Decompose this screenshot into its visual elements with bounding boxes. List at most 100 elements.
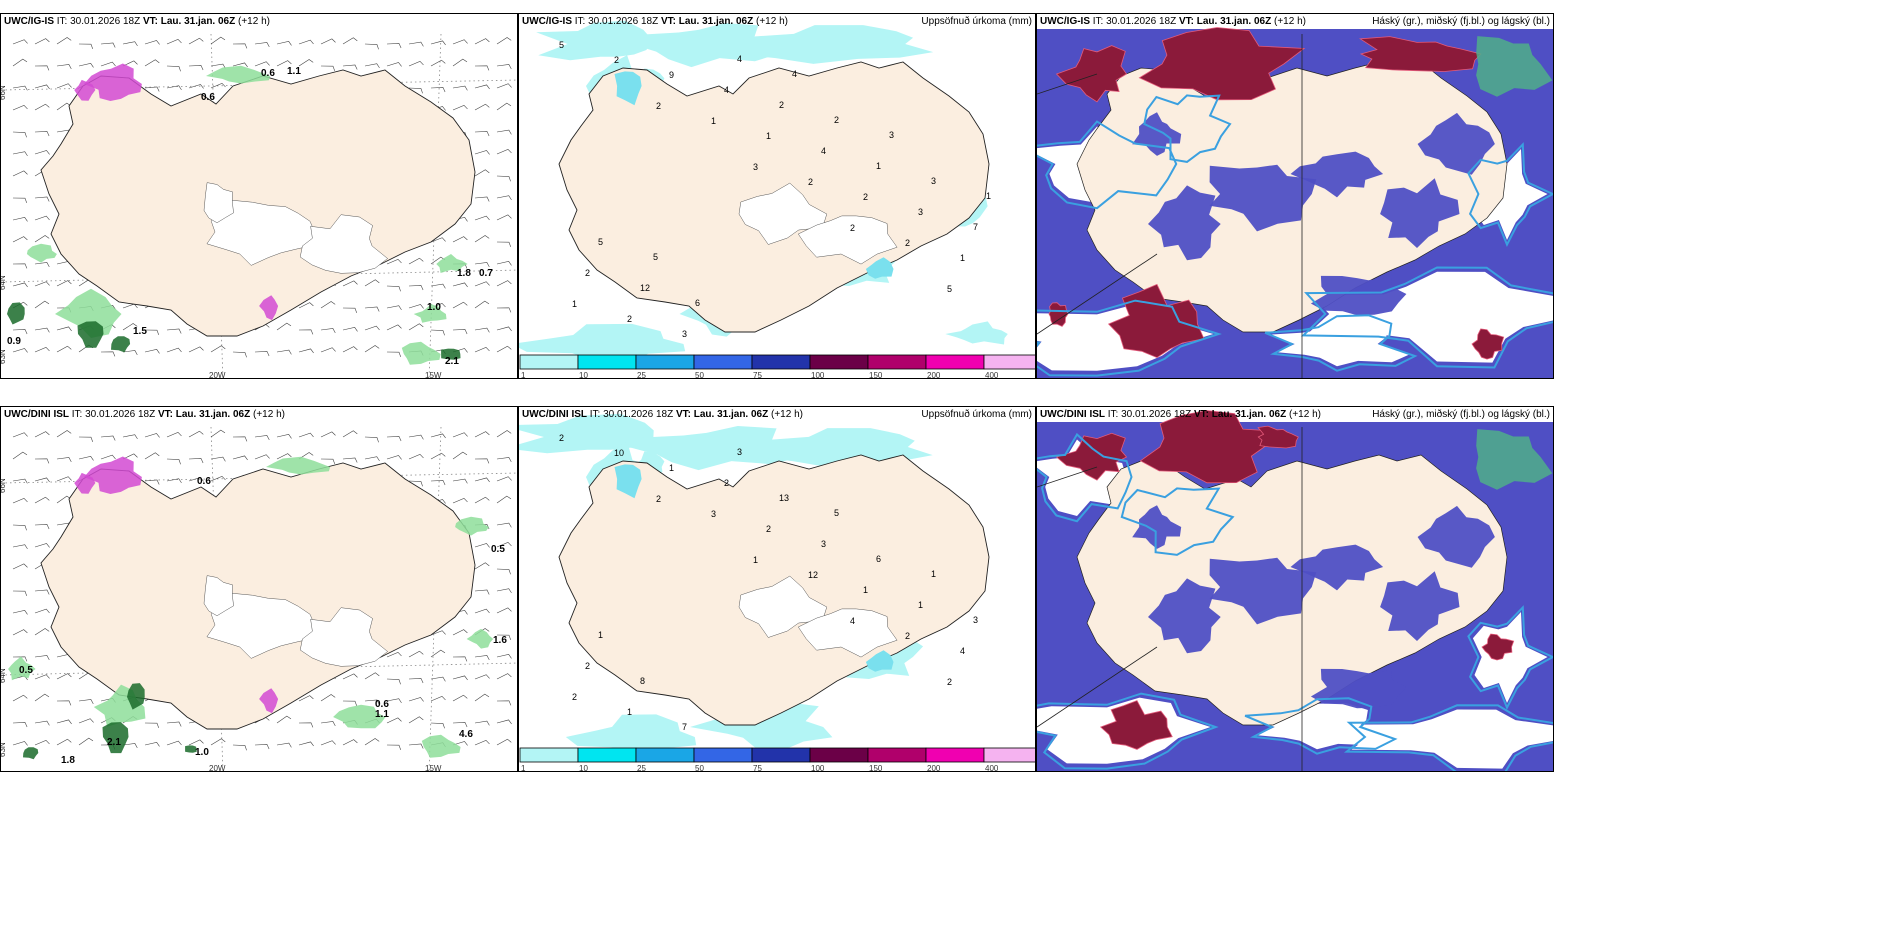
clear-sky-gap — [1351, 709, 1553, 769]
wind-barb — [452, 329, 468, 335]
precip-amount-label: 3 — [821, 539, 826, 549]
precip-area — [729, 25, 934, 64]
wind-barb — [56, 64, 72, 70]
wind-barb — [122, 453, 138, 460]
wind-barb — [474, 131, 490, 137]
colorbar-swatch — [983, 354, 1035, 370]
panel-title: UWC/IG-IS IT: 30.01.2026 18Z VT: Lau. 31… — [522, 16, 788, 27]
wind-barb — [78, 699, 94, 705]
precip-amount-label: 7 — [973, 222, 978, 232]
wind-barb — [254, 351, 270, 357]
wind-barb — [452, 497, 468, 504]
wind-barb — [56, 326, 72, 332]
low-cloud-edge — [1037, 120, 1178, 210]
precip-green-patch — [333, 704, 386, 729]
precip-amount-label: 1 — [598, 630, 603, 640]
colorbar-tick-label: 75 — [753, 764, 762, 772]
high-cloud-patch — [1048, 302, 1069, 327]
wind-barb — [342, 739, 358, 746]
wind-barb — [452, 58, 468, 67]
colorbar-tick-label: 25 — [637, 371, 646, 379]
wind-barb — [408, 716, 424, 724]
precip-amount-label: 3 — [682, 329, 687, 339]
precip-amount-label: 10 — [614, 448, 624, 458]
low-cloud-edge — [1300, 266, 1553, 369]
wind-barb — [364, 43, 379, 50]
wind-barb — [320, 65, 335, 72]
wind-speed-label: 1.0 — [195, 747, 209, 758]
wind-barb — [12, 694, 28, 702]
mid-cloud-patch — [1132, 505, 1182, 549]
wind-barb — [12, 236, 28, 243]
wind-barb — [166, 65, 181, 72]
precip-dark-green-patch — [111, 336, 131, 353]
precip-amount-label: 12 — [808, 570, 818, 580]
precip-amount-label: 2 — [808, 177, 813, 187]
wind-barb — [364, 699, 380, 705]
map-panel-dini-wind: 0.6 0.5 1.6 0.5 0.6 1.1 1.0 1.8 4.6 2.1 66N 64N 63N 2… — [0, 406, 518, 772]
wind-barb — [496, 588, 512, 594]
wind-barb — [78, 43, 93, 50]
wind-barb — [408, 678, 424, 684]
wind-barb — [430, 87, 446, 93]
wind-barb — [12, 524, 27, 531]
wind-barb — [254, 42, 270, 48]
low-cloud-edge — [1120, 487, 1235, 556]
wind-barb — [430, 630, 446, 636]
wind-barb — [430, 649, 446, 658]
colorbar-tick-label: 100 — [811, 371, 825, 379]
cloud-cover-map — [1037, 27, 1553, 378]
wind-barb — [34, 674, 50, 680]
colorbar-swatch — [809, 354, 869, 370]
wind-barb — [12, 478, 28, 484]
wind-barb — [430, 433, 446, 439]
precip-green-patch — [421, 734, 461, 758]
wind-barb — [34, 300, 50, 309]
wind-barb — [188, 477, 204, 482]
precip-amount-label: 3 — [711, 509, 716, 519]
wind-speed-label: 0.5 — [19, 665, 33, 676]
longitude-line — [428, 426, 442, 771]
wind-barb — [144, 348, 160, 354]
wind-barb — [188, 458, 204, 464]
wind-barb — [100, 454, 116, 460]
wind-barb — [232, 43, 248, 49]
wind-barb — [408, 257, 424, 265]
wind-barb — [496, 607, 512, 614]
wind-barb — [386, 285, 401, 292]
wind-barb — [144, 86, 160, 92]
precip-area — [628, 426, 800, 471]
wind-barb — [122, 350, 138, 356]
mid-cloud-patch — [1380, 178, 1460, 248]
clear-sky-gap — [1269, 320, 1411, 367]
colorbar-swatch — [635, 747, 695, 763]
wind-barb — [386, 305, 402, 311]
precip-amount-label: 2 — [724, 478, 729, 488]
wind-barb — [210, 738, 226, 746]
wind-barb — [342, 346, 358, 353]
wind-barb — [386, 62, 402, 67]
wind-barb — [12, 104, 28, 111]
wind-barb — [34, 150, 50, 155]
wind-barb — [364, 306, 380, 312]
low-cloud-edge — [1264, 314, 1418, 372]
colorbar-swatch — [867, 747, 927, 763]
wind-barb — [100, 351, 116, 357]
wind-barb — [408, 41, 424, 47]
panel-variable-title: Háský (gr.), miðský (fj.bl.) og lágský (… — [1372, 409, 1550, 420]
wind-barb — [34, 215, 50, 221]
wind-barb — [12, 609, 28, 615]
precip-amount-label: 1 — [918, 600, 923, 610]
wind-barb — [386, 678, 401, 685]
wind-barb — [452, 301, 468, 309]
wind-barb — [34, 458, 50, 464]
wind-barb — [342, 37, 358, 45]
colorbar-tick-label: 400 — [985, 764, 999, 772]
precip-amount-label: 2 — [850, 223, 855, 233]
wind-speed-label: 0.6 — [197, 476, 211, 487]
wind-barb — [496, 214, 512, 221]
wind-barb — [12, 216, 28, 222]
low-cloud-edge — [1143, 94, 1232, 163]
precip-amount-label: 2 — [585, 268, 590, 278]
wind-barb — [342, 326, 358, 332]
